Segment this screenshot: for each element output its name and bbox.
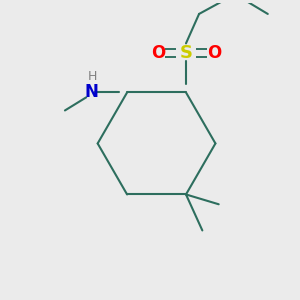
- Text: O: O: [151, 44, 165, 62]
- Text: H: H: [88, 70, 98, 83]
- Text: N: N: [84, 83, 98, 101]
- Text: O: O: [207, 44, 221, 62]
- Text: S: S: [179, 44, 193, 62]
